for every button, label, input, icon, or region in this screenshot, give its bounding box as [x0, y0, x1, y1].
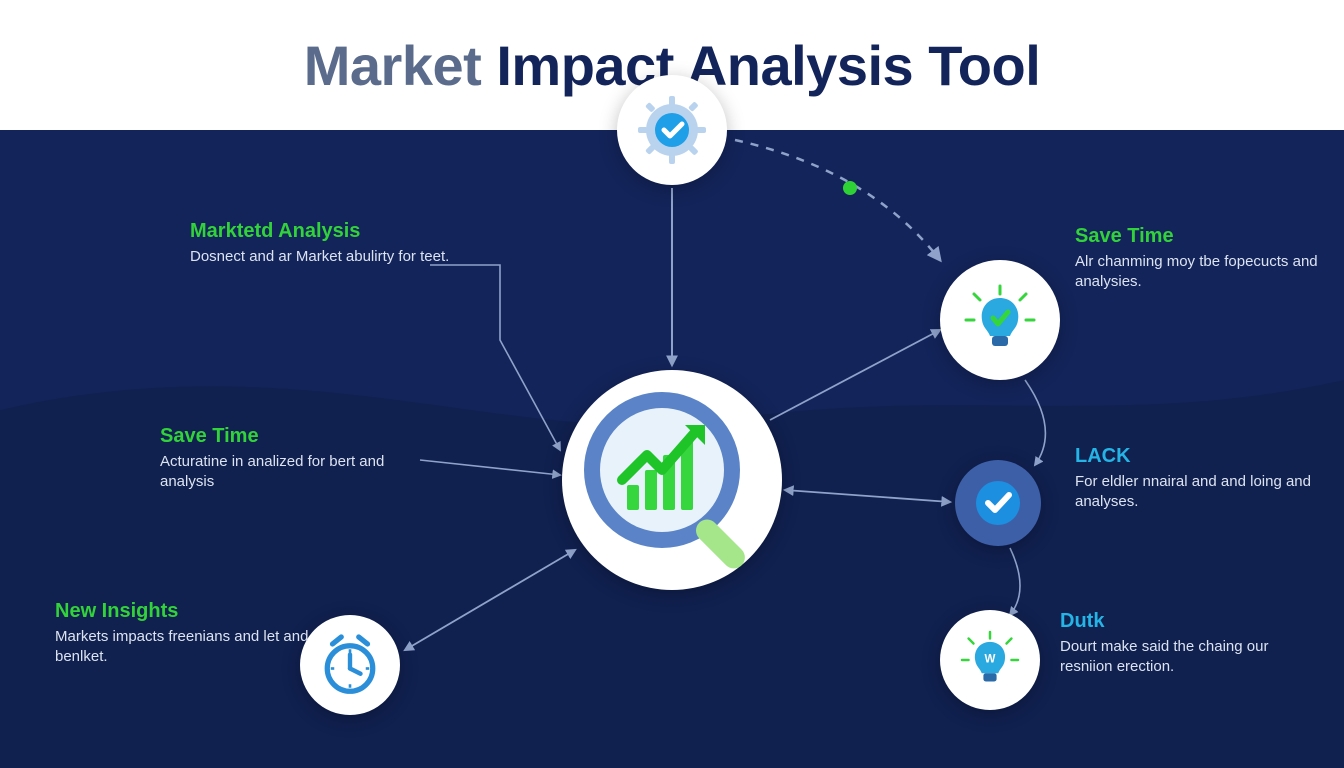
item-right-mid: LACK For eldler nnairal and and loing an… [1075, 445, 1335, 513]
checkmark-circle-icon [970, 475, 1026, 531]
title-rest: Impact Analysis Tool [496, 34, 1040, 97]
lightbulb-icon: W [957, 627, 1023, 693]
title-word-1: Market [304, 34, 482, 97]
item-left-top: Marktetd Analysis Dosnect and ar Market … [190, 220, 449, 267]
item-body: Markets impacts freenians and let and be… [55, 627, 315, 668]
left-lower-node [300, 615, 400, 715]
item-left-mid: Save Time Acturatine in analized for ber… [160, 425, 420, 493]
item-body: Alr chanming moy tbe fopecucts and analy… [1075, 252, 1335, 293]
diagram-body: W Marktetd Analysis Dosnect [0, 130, 1344, 768]
svg-text:W: W [985, 653, 996, 665]
magnifier-chart-icon [577, 385, 767, 575]
right-upper-node [940, 260, 1060, 380]
item-right-bot: Dutk Dourt make said the chaing our resn… [1060, 610, 1320, 678]
item-heading: Save Time [1075, 225, 1335, 248]
infographic-page: Market Impact Analysis Tool [0, 0, 1344, 768]
clock-icon [315, 630, 385, 700]
item-left-bot: New Insights Markets impacts freenians a… [55, 600, 315, 668]
item-heading: LACK [1075, 445, 1335, 468]
gear-check-icon [632, 90, 712, 170]
lightbulb-check-icon [960, 280, 1040, 360]
item-heading: New Insights [55, 600, 315, 623]
item-body: Dourt make said the chaing our resniion … [1060, 637, 1320, 678]
item-body: For eldler nnairal and and loing and ana… [1075, 472, 1335, 513]
top-node [617, 75, 727, 185]
item-heading: Save Time [160, 425, 420, 448]
right-mid-node [955, 460, 1041, 546]
item-body: Dosnect and ar Market abulirty for teet. [190, 247, 449, 267]
item-heading: Marktetd Analysis [190, 220, 449, 243]
item-body: Acturatine in analized for bert and anal… [160, 452, 420, 493]
item-right-top: Save Time Alr chanming moy tbe fopecucts… [1075, 225, 1335, 293]
center-node [562, 370, 782, 590]
right-lower-node: W [940, 610, 1040, 710]
item-heading: Dutk [1060, 610, 1320, 633]
